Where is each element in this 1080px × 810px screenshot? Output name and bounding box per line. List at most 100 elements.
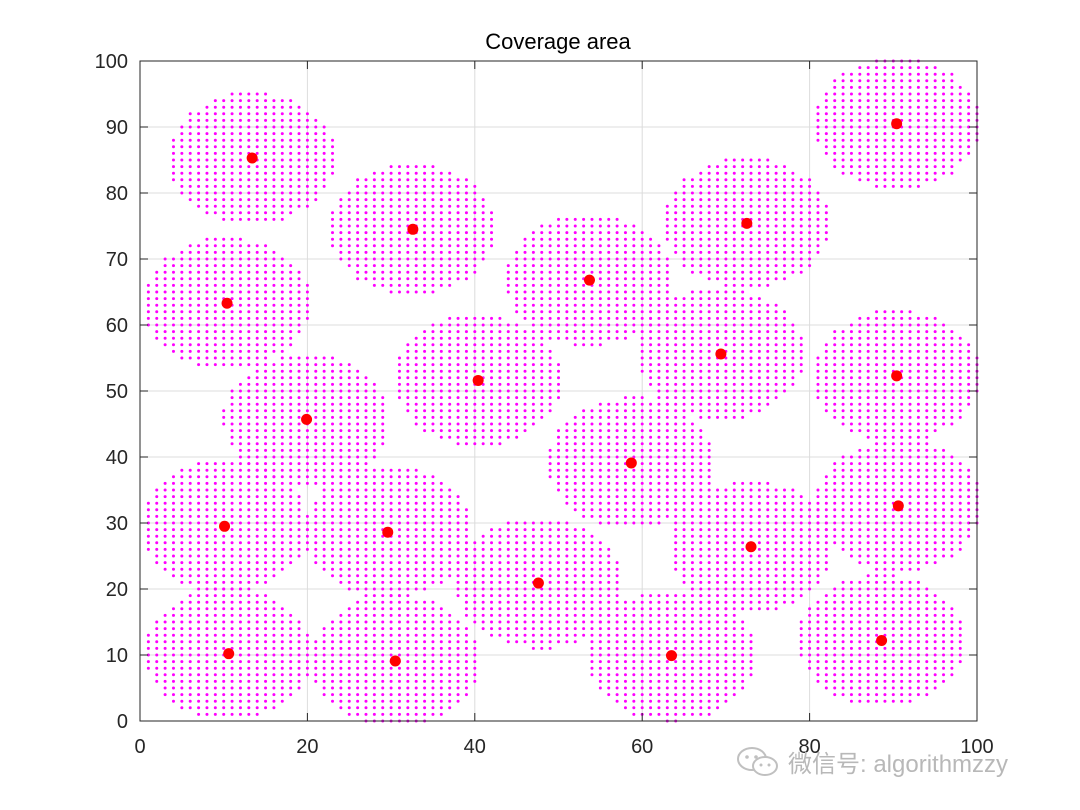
coverage-point bbox=[724, 330, 728, 334]
coverage-point bbox=[448, 363, 452, 367]
coverage-point bbox=[716, 389, 720, 393]
coverage-point bbox=[908, 442, 912, 446]
coverage-point bbox=[540, 382, 544, 386]
coverage-point bbox=[900, 567, 904, 571]
coverage-point bbox=[255, 528, 259, 532]
coverage-point bbox=[791, 330, 795, 334]
coverage-point bbox=[213, 310, 217, 314]
coverage-point bbox=[841, 481, 845, 485]
coverage-point bbox=[640, 283, 644, 287]
coverage-point bbox=[607, 297, 611, 301]
coverage-point bbox=[749, 488, 753, 492]
coverage-point bbox=[255, 270, 259, 274]
coverage-point bbox=[724, 587, 728, 591]
coverage-point bbox=[967, 356, 971, 360]
coverage-point bbox=[305, 118, 309, 122]
coverage-point bbox=[674, 468, 678, 472]
coverage-point bbox=[264, 316, 268, 320]
coverage-point bbox=[690, 270, 694, 274]
coverage-point bbox=[540, 409, 544, 413]
coverage-point bbox=[866, 534, 870, 538]
coverage-point bbox=[749, 580, 753, 584]
coverage-point bbox=[958, 363, 962, 367]
coverage-point bbox=[331, 547, 335, 551]
coverage-point bbox=[188, 297, 192, 301]
coverage-point bbox=[531, 389, 535, 393]
coverage-point bbox=[699, 429, 703, 433]
coverage-point bbox=[891, 323, 895, 327]
coverage-point bbox=[883, 92, 887, 96]
coverage-point bbox=[297, 178, 301, 182]
coverage-point bbox=[247, 481, 251, 485]
coverage-point bbox=[833, 468, 837, 472]
coverage-point bbox=[665, 376, 669, 380]
coverage-point bbox=[824, 217, 828, 221]
coverage-point bbox=[640, 462, 644, 466]
coverage-point bbox=[933, 145, 937, 149]
coverage-point bbox=[222, 554, 226, 558]
coverage-point bbox=[322, 495, 326, 499]
coverage-point bbox=[808, 514, 812, 518]
coverage-point bbox=[883, 514, 887, 518]
coverage-point bbox=[958, 158, 962, 162]
coverage-point bbox=[481, 389, 485, 393]
coverage-point bbox=[548, 290, 552, 294]
coverage-point bbox=[573, 528, 577, 532]
coverage-point bbox=[205, 158, 209, 162]
coverage-point bbox=[356, 231, 360, 235]
coverage-point bbox=[766, 521, 770, 525]
coverage-point bbox=[757, 547, 761, 551]
coverage-point bbox=[942, 158, 946, 162]
coverage-point bbox=[523, 376, 527, 380]
coverage-point bbox=[707, 264, 711, 268]
coverage-point bbox=[875, 475, 879, 479]
coverage-point bbox=[883, 402, 887, 406]
coverage-point bbox=[858, 105, 862, 109]
coverage-point bbox=[439, 567, 443, 571]
coverage-point bbox=[222, 290, 226, 294]
coverage-point bbox=[197, 290, 201, 294]
coverage-point bbox=[674, 389, 678, 393]
coverage-point bbox=[523, 429, 527, 433]
coverage-point bbox=[498, 422, 502, 426]
coverage-point bbox=[598, 587, 602, 591]
coverage-point bbox=[690, 455, 694, 459]
coverage-point bbox=[640, 349, 644, 353]
coverage-point bbox=[674, 448, 678, 452]
coverage-point bbox=[238, 349, 242, 353]
coverage-point bbox=[264, 442, 268, 446]
coverage-point bbox=[264, 402, 268, 406]
coverage-point bbox=[942, 389, 946, 393]
coverage-point bbox=[925, 316, 929, 320]
coverage-point bbox=[598, 303, 602, 307]
coverage-point bbox=[757, 270, 761, 274]
coverage-point bbox=[289, 409, 293, 413]
coverage-point bbox=[716, 191, 720, 195]
coverage-point bbox=[699, 231, 703, 235]
coverage-point bbox=[280, 528, 284, 532]
coverage-point bbox=[464, 402, 468, 406]
coverage-point bbox=[791, 554, 795, 558]
coverage-point bbox=[372, 547, 376, 551]
coverage-point bbox=[264, 382, 268, 386]
coverage-point bbox=[967, 396, 971, 400]
coverage-point bbox=[925, 514, 929, 518]
coverage-point bbox=[824, 508, 828, 512]
coverage-point bbox=[356, 567, 360, 571]
coverage-point bbox=[289, 310, 293, 314]
coverage-point bbox=[331, 376, 335, 380]
coverage-point bbox=[305, 481, 309, 485]
coverage-point bbox=[389, 277, 393, 281]
coverage-point bbox=[707, 501, 711, 505]
coverage-point bbox=[548, 330, 552, 334]
coverage-point bbox=[716, 250, 720, 254]
coverage-point bbox=[858, 356, 862, 360]
coverage-point bbox=[841, 376, 845, 380]
coverage-point bbox=[632, 396, 636, 400]
coverage-point bbox=[741, 607, 745, 611]
coverage-point bbox=[942, 356, 946, 360]
coverage-point bbox=[741, 481, 745, 485]
coverage-point bbox=[331, 138, 335, 142]
coverage-point bbox=[389, 508, 393, 512]
coverage-point bbox=[188, 125, 192, 129]
